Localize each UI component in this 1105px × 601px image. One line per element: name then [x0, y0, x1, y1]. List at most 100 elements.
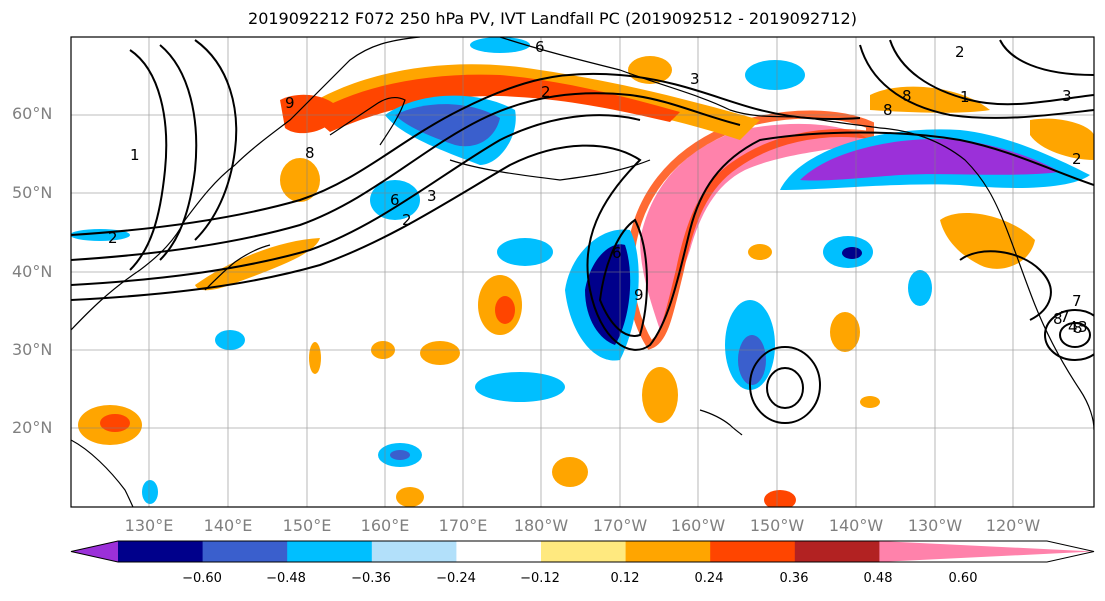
contour-12 — [999, 39, 1094, 76]
blob-blue-5 — [745, 60, 805, 90]
blob-orange-6 — [420, 341, 460, 365]
colorbar-segment — [625, 541, 711, 562]
lat-label: 20°N — [12, 418, 53, 437]
contour-label: 6 — [612, 244, 622, 262]
colorbar-segment — [202, 541, 288, 562]
shade-ne-canada — [1030, 118, 1094, 160]
lat-label: 50°N — [12, 183, 53, 202]
lon-label: 160°E — [360, 516, 410, 535]
blob-blue-12 — [470, 37, 530, 53]
contour-9 — [959, 250, 1052, 321]
blob-blue-1-inner — [738, 335, 766, 385]
lat-label: 30°N — [12, 340, 53, 359]
colorbar-segment — [794, 541, 880, 562]
shade-gulf-alaska-pink — [640, 123, 870, 330]
positive-shading — [78, 56, 1094, 507]
blob-orange-9 — [748, 244, 772, 260]
height-contours — [71, 39, 1094, 424]
blob-orange-10 — [396, 487, 424, 507]
colorbar-tick-label: −0.60 — [182, 571, 222, 586]
contour-label: 6 — [390, 191, 400, 209]
coastlines — [71, 37, 1094, 507]
contour-1 — [71, 72, 861, 236]
colorbar-tick-label: −0.48 — [266, 571, 306, 586]
lon-label: 180°W — [513, 516, 569, 535]
colorbar-extend-high — [879, 541, 1094, 562]
map-frame — [70, 36, 1095, 508]
lon-label: 150°E — [282, 516, 332, 535]
contour-10 — [889, 39, 1094, 106]
contour-label: 6 — [535, 38, 545, 56]
blob-red-3 — [100, 414, 130, 432]
blob-orange-12 — [860, 396, 880, 408]
coast-japan — [204, 244, 271, 291]
contour-label: 3 — [690, 70, 700, 88]
blob-blue-3 — [475, 372, 565, 402]
colorbar-tick-label: −0.24 — [436, 571, 476, 586]
contour-2 — [71, 92, 741, 261]
blob-blue-10 — [142, 480, 158, 504]
colorbar-tick-label: 0.60 — [948, 571, 978, 586]
colorbar-segment — [456, 541, 542, 562]
colorbar-tick-label: −0.36 — [351, 571, 391, 586]
coast-aleutians — [449, 159, 651, 181]
contour-low-2 — [766, 367, 804, 409]
colorbar-extend-low — [71, 541, 118, 562]
lon-label: 170°W — [592, 516, 648, 535]
lon-label: 170°E — [438, 516, 488, 535]
blob-blue-9 — [215, 330, 245, 350]
colorbar-tick-label: 0.48 — [863, 571, 893, 586]
blob-blue-2-inner — [842, 247, 862, 259]
colorbar-segment — [541, 541, 627, 562]
contour-8 — [194, 39, 238, 241]
contour-label: 8 — [883, 101, 893, 119]
shade-arc-north-red — [310, 74, 680, 132]
contour-label: 2 — [955, 43, 965, 61]
lat-label: 40°N — [12, 262, 53, 281]
graticule — [71, 37, 1094, 507]
colorbar-tick-label: 0.24 — [694, 571, 724, 586]
contour-label: 3 — [427, 187, 437, 205]
blob-orange-8 — [309, 342, 321, 374]
coast-alaska — [499, 37, 881, 129]
contour-3 — [71, 114, 641, 286]
coast-kamchatka — [329, 96, 406, 146]
coast-hawaii — [699, 409, 743, 436]
colorbar-segment — [287, 541, 373, 562]
blob-orange-13 — [280, 158, 320, 202]
contour-label: 2 — [1072, 150, 1082, 168]
shade-kamchatka-orange — [280, 94, 340, 134]
colorbar-tick-label: 0.12 — [610, 571, 640, 586]
blob-blue-6 — [908, 270, 932, 306]
lat-label: 60°N — [12, 104, 53, 123]
colorbar-outline — [70, 540, 1095, 563]
contour-label: 9 — [634, 286, 644, 304]
lon-label: 150°W — [749, 516, 805, 535]
blob-blue-8 — [497, 238, 553, 266]
lon-label: 160°W — [670, 516, 726, 535]
contour-label: 8 — [1053, 310, 1063, 328]
contour-label: 1 — [130, 146, 140, 164]
contour-label: 3 — [1062, 87, 1072, 105]
blob-red-1 — [495, 296, 515, 324]
negative-shading — [71, 37, 1090, 504]
colorbar-tick-label: −0.12 — [520, 571, 560, 586]
coast-indochina — [71, 439, 134, 507]
colorbar-segment — [118, 541, 204, 562]
contour-5 — [598, 218, 648, 337]
lon-label: 120°W — [985, 516, 1041, 535]
colorbar-segment — [710, 541, 796, 562]
contour-label: 2 — [402, 211, 412, 229]
contour-label: 3 — [1078, 318, 1088, 336]
lon-label: 130°W — [907, 516, 963, 535]
contour-label: 8 — [305, 144, 315, 162]
map-plot-area — [71, 37, 1094, 507]
contour-low-4 — [1059, 322, 1091, 348]
coast-asia — [71, 37, 421, 331]
contour-label: 4 — [1068, 318, 1078, 336]
lon-label: 140°W — [828, 516, 884, 535]
contour-label: 8 — [1073, 319, 1083, 337]
map-title: 2019092212 F072 250 hPa PV, IVT Landfall… — [248, 9, 857, 28]
